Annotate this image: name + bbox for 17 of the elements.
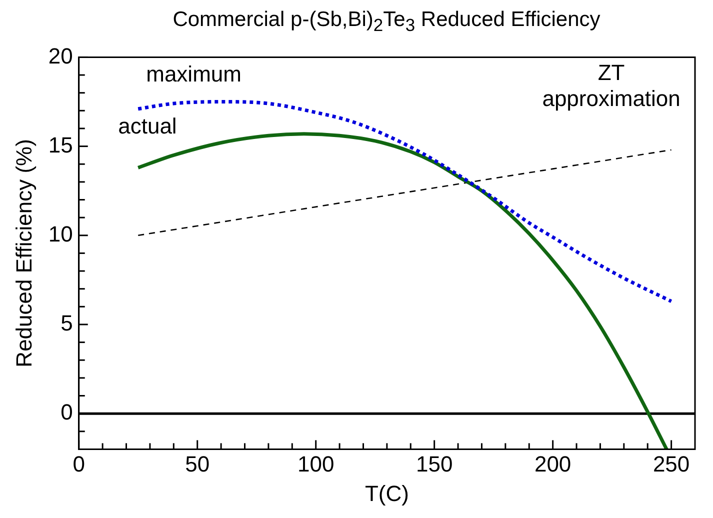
y-tick-label: 10 xyxy=(48,221,73,246)
series-label: actual xyxy=(118,114,177,139)
y-axis-title: Reduced Efficiency (%) xyxy=(11,139,36,368)
x-tick-label: 200 xyxy=(534,451,572,476)
x-tick-label: 50 xyxy=(185,451,210,476)
x-tick-label: 150 xyxy=(416,451,453,476)
x-tick-label: 100 xyxy=(297,451,334,476)
line-series xyxy=(136,132,668,450)
series-label: ZT approximation xyxy=(542,60,680,111)
y-tick-label: 5 xyxy=(60,310,73,336)
chart-title: Commercial p-(Sb,Bi)$_{2}$Te$_{3}$ Reduced Efficiency xyxy=(172,8,602,38)
x-tick-label: 250 xyxy=(652,451,690,476)
y-tick-label: 15 xyxy=(48,132,73,158)
x-axis-title: T(C) xyxy=(364,480,409,506)
y-tick-label: 20 xyxy=(48,43,73,68)
y-tick-label: 0 xyxy=(60,400,73,425)
series-label: maximum xyxy=(146,62,242,87)
